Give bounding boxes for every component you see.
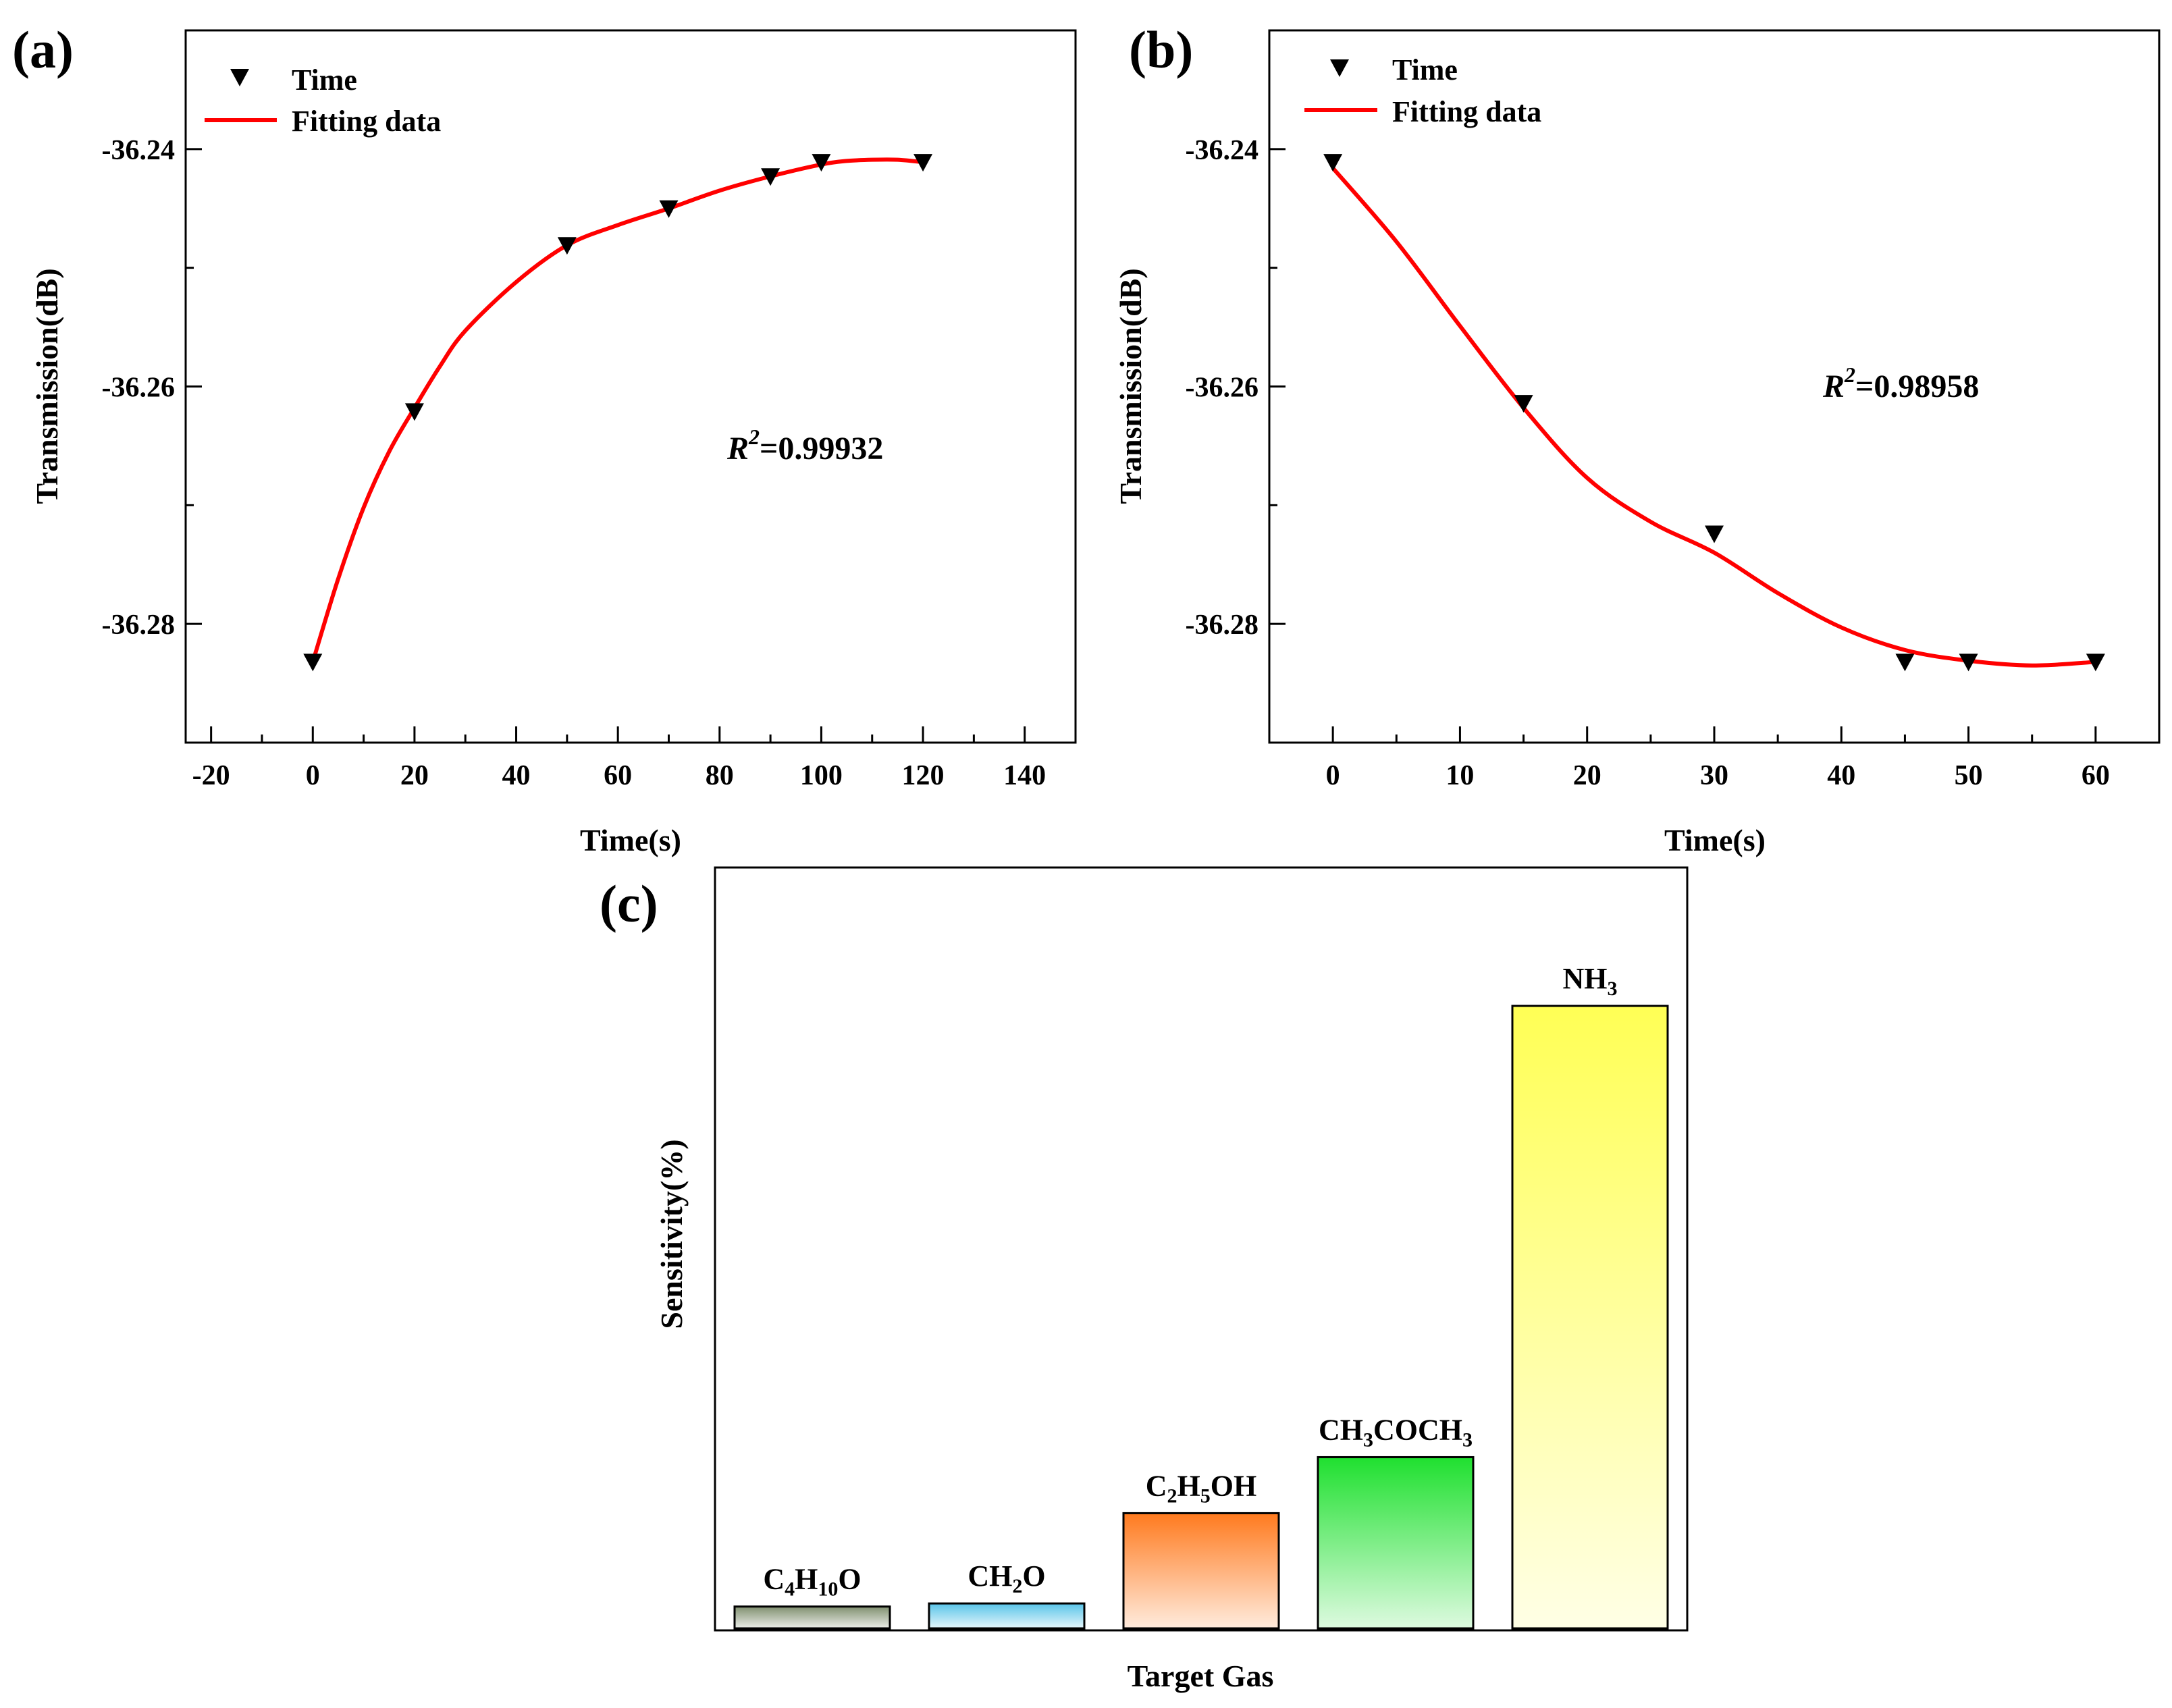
panel-a-legend-fit: Fitting data — [292, 105, 441, 138]
bar-c2h5oh — [1122, 1512, 1280, 1630]
panel-b-legend-marker-icon — [1330, 59, 1349, 77]
panel-b-frame — [1268, 29, 2161, 744]
panel-b-data-point — [1705, 525, 1724, 543]
panel-a-r2-value: =0.99932 — [760, 431, 883, 466]
panel-a-legend-marker-icon — [230, 69, 249, 86]
panel-a-data-point — [761, 168, 780, 186]
panel-a-y-axis-label: Transmission(dB) — [30, 268, 64, 504]
bar-label-nh3: NH3 — [1563, 962, 1618, 1000]
bar-ch3coch3 — [1317, 1456, 1475, 1630]
panel-b-legend: Time Fitting data — [1304, 53, 1541, 128]
panel-c-x-axis-label: Target Gas — [1128, 1659, 1274, 1693]
panel-b-x-tick-label: 50 — [1955, 760, 1983, 791]
panel-a-y-tick-label: -36.26 — [102, 373, 176, 404]
panel-a-fit-line — [311, 157, 924, 663]
panel-a-x-tick-label: 0 — [306, 760, 320, 791]
panel-b-fit-line — [1331, 167, 2096, 668]
panel-a-r2-symbol: R — [726, 431, 749, 466]
panel-b-r2-symbol: R — [1822, 369, 1845, 404]
panel-a-x-tick-label: 60 — [604, 760, 632, 791]
panel-a-legend-time: Time — [292, 63, 357, 97]
panel-b-x-tick-label: 20 — [1573, 760, 1601, 791]
panel-b-data-point — [1514, 395, 1533, 413]
panel-b-x-tick-label: 60 — [2082, 760, 2110, 791]
panel-a-data-point — [812, 154, 831, 172]
panel-a-data-point — [913, 154, 933, 172]
panel-b-y-tick-label: -36.26 — [1186, 373, 1259, 404]
panel-a-x-tick-label: -20 — [192, 760, 230, 791]
panel-c-chart: (c) Target Gas Sensitivity(%) C4H10O CH2O… — [600, 866, 1689, 1693]
panel-a-y-tick-label: -36.24 — [102, 135, 176, 166]
panel-a-r2-annotation: R2=0.99932 — [726, 425, 883, 466]
panel-b-data-point — [1959, 653, 1978, 672]
panel-a-x-tick-label: 80 — [706, 760, 734, 791]
bar-label-ch2o: CH2O — [968, 1559, 1045, 1597]
panel-a-data-point — [659, 200, 679, 218]
bar-label-c2h5oh: C2H5OH — [1146, 1469, 1256, 1507]
panel-b-data-point — [1323, 154, 1343, 172]
panel-a-data-point — [557, 237, 577, 255]
panel-b-legend-time: Time — [1392, 53, 1458, 86]
panel-b-y-axis-label: Transmission(dB) — [1113, 268, 1148, 504]
panel-b-data-point — [2086, 653, 2105, 672]
panel-b-r2-value: =0.98958 — [1855, 369, 1979, 404]
panel-c-y-axis-label: Sensitivity(%) — [654, 1139, 689, 1329]
panel-a-x-tick-label: 120 — [902, 760, 945, 791]
panel-a-x-tick-label: 100 — [800, 760, 843, 791]
panel-b-y-tick-label: -36.28 — [1186, 610, 1259, 641]
panel-a-x-tick-label: 20 — [400, 760, 429, 791]
panel-b-legend-fit: Fitting data — [1392, 95, 1541, 128]
panel-a-x-tick-label: 40 — [502, 760, 531, 791]
bar-ch2o — [928, 1602, 1086, 1630]
panel-b-x-tick-label: 40 — [1827, 760, 1855, 791]
panel-b-x-tick-label: 0 — [1326, 760, 1340, 791]
panel-a-chart: (a) Time(s) Transmission(dB) -20 0 20 40 60 8… — [12, 20, 1077, 857]
panel-a-data-point — [404, 403, 424, 421]
panel-a-y-tick-label: -36.28 — [102, 610, 176, 641]
panel-a-r2-superscript: 2 — [748, 425, 760, 449]
panel-b-x-tick-label: 10 — [1446, 760, 1474, 791]
panel-b-y-tick-label: -36.24 — [1186, 135, 1259, 166]
panel-c-label: (c) — [600, 874, 658, 933]
panel-b-x-axis-label: Time(s) — [1664, 823, 1766, 857]
panel-c-frame — [714, 866, 1689, 1632]
panel-b-label: (b) — [1129, 20, 1193, 79]
panel-b-r2-annotation: R2=0.98958 — [1822, 363, 1979, 404]
panel-b-data-point — [1895, 653, 1915, 672]
panel-a-data-point — [303, 653, 323, 672]
bar-nh3 — [1511, 1005, 1669, 1630]
panel-b-r2-superscript: 2 — [1844, 363, 1855, 387]
panel-b-chart: (b) Time(s) Transmission(dB) 0 10 20 30 40 50… — [1113, 20, 2161, 857]
panel-a-legend: Time Fitting data — [205, 63, 441, 138]
bar-c4h10o — [733, 1605, 891, 1630]
panel-a-label: (a) — [12, 20, 74, 79]
bar-label-c4h10o: C4H10O — [763, 1563, 861, 1601]
panel-b-x-tick-label: 30 — [1700, 760, 1728, 791]
bar-label-ch3coch3: CH3COCH3 — [1319, 1413, 1473, 1451]
panel-a-x-axis-label: Time(s) — [580, 823, 681, 857]
panel-a-x-tick-label: 140 — [1003, 760, 1046, 791]
